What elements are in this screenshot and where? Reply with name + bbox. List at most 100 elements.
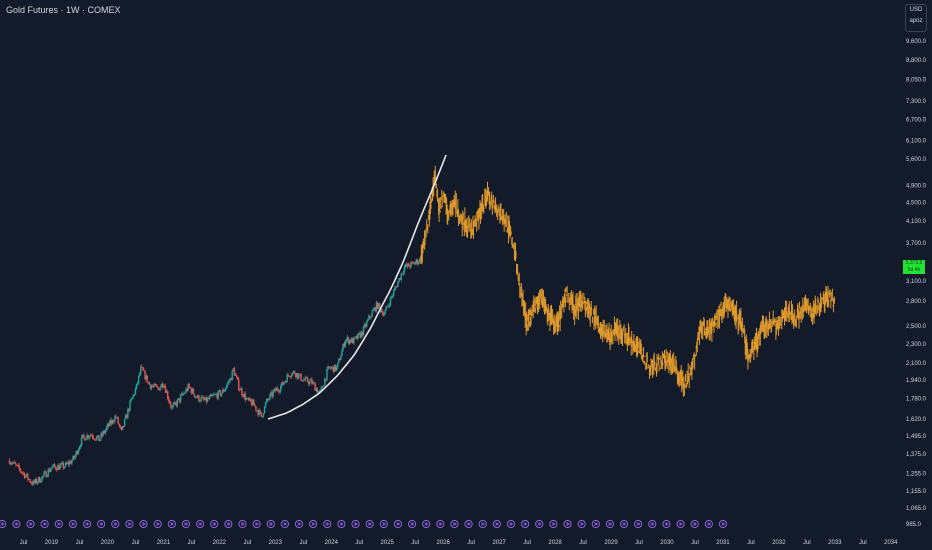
event-marker[interactable] [450, 519, 459, 529]
candle-body [263, 406, 266, 414]
event-marker[interactable] [68, 519, 77, 529]
candle [323, 385, 325, 387]
event-marker[interactable] [309, 519, 318, 529]
curve-line[interactable] [267, 154, 447, 420]
event-marker[interactable] [365, 519, 374, 529]
event-marker[interactable] [280, 519, 289, 529]
candle [240, 386, 242, 390]
candle-body [328, 366, 330, 368]
candle [263, 405, 266, 415]
scale-mode-label[interactable]: apoz [909, 18, 923, 24]
event-marker[interactable] [167, 519, 176, 529]
event-marker[interactable] [676, 519, 685, 529]
event-marker[interactable] [619, 519, 629, 529]
event-marker[interactable] [54, 519, 63, 529]
candle-body [292, 371, 295, 373]
candle-body [120, 427, 123, 430]
candle [370, 315, 372, 320]
event-marker[interactable] [181, 519, 190, 529]
event-marker[interactable] [492, 519, 501, 529]
parabolic-curve[interactable] [267, 154, 447, 420]
event-marker[interactable] [379, 519, 388, 529]
candle [405, 261, 408, 268]
candle-body [126, 415, 128, 418]
candle [366, 320, 368, 329]
event-marker[interactable] [690, 519, 699, 529]
candle [269, 393, 271, 401]
candle-body [278, 391, 281, 393]
x-tick-label: Jul [243, 540, 251, 546]
candle-body [229, 378, 231, 382]
event-marker[interactable] [535, 519, 544, 529]
event-marker[interactable] [464, 519, 473, 529]
event-marker[interactable] [26, 519, 35, 529]
time-axis[interactable]: Jul 2019 Jul 2020 Jul 2021 Jul 2022 Jul 2023 Jul 20… [20, 540, 898, 546]
x-tick-label: Jul [20, 540, 28, 546]
event-marker[interactable] [153, 519, 162, 529]
event-marker[interactable] [591, 519, 600, 529]
event-marker[interactable] [634, 519, 643, 529]
event-marker[interactable] [196, 519, 205, 529]
candle [225, 386, 227, 392]
candle-body [204, 397, 207, 400]
event-marker[interactable] [323, 519, 332, 529]
candle [397, 280, 399, 287]
candle [36, 480, 39, 486]
event-marker[interactable] [97, 519, 106, 529]
event-marker-glyph [650, 522, 655, 526]
candle-body [14, 461, 16, 464]
candle-body [133, 394, 136, 396]
candle [306, 376, 309, 383]
event-marker[interactable] [605, 519, 614, 529]
candle [153, 383, 155, 389]
candle-body [225, 387, 227, 390]
event-marker[interactable] [408, 519, 417, 529]
event-marker[interactable] [12, 519, 21, 529]
event-marker[interactable] [337, 519, 346, 529]
x-tick-label: Jul [859, 540, 867, 546]
event-marker[interactable] [125, 519, 134, 529]
y-tick-label: 1,065.0 [906, 506, 927, 512]
event-marker[interactable] [351, 519, 360, 529]
event-marker[interactable] [139, 519, 148, 529]
event-marker[interactable] [718, 519, 727, 529]
candle-body [127, 408, 129, 418]
candle-body [156, 385, 158, 387]
event-marker[interactable] [521, 519, 530, 529]
event-marker[interactable] [549, 519, 558, 529]
event-marker[interactable] [294, 519, 304, 529]
candle [176, 398, 179, 408]
event-marker[interactable] [82, 519, 92, 529]
event-marker[interactable] [704, 519, 713, 529]
event-marker[interactable] [506, 519, 516, 529]
event-marker[interactable] [393, 519, 402, 529]
event-marker[interactable] [422, 519, 431, 529]
currency-scale-box[interactable]: USD apoz [905, 4, 927, 32]
candle-body [104, 430, 106, 434]
candle [109, 418, 112, 426]
event-marker[interactable] [238, 519, 247, 529]
symbol-title[interactable]: Gold Futures · 1W · COMEX [6, 5, 121, 15]
event-marker[interactable] [577, 519, 586, 529]
event-marker[interactable] [662, 519, 671, 529]
event-marker[interactable] [436, 519, 445, 529]
event-marker[interactable] [0, 519, 7, 529]
event-marker[interactable] [266, 519, 275, 529]
price-axis[interactable]: 9,600.0 8,800.0 8,050.0 7,300.0 6,700.0 6,100… [906, 39, 927, 528]
candle-body [319, 389, 322, 391]
event-markers[interactable] [0, 519, 727, 529]
candle [207, 396, 210, 400]
event-marker[interactable] [648, 519, 657, 529]
event-marker[interactable] [111, 519, 120, 529]
currency-label[interactable]: USD [909, 7, 923, 13]
event-marker[interactable] [224, 519, 233, 529]
event-marker[interactable] [40, 519, 49, 529]
event-marker[interactable] [252, 519, 261, 529]
event-marker[interactable] [478, 519, 487, 529]
event-marker[interactable] [210, 519, 219, 529]
candle-body [175, 402, 178, 406]
event-marker[interactable] [563, 519, 572, 529]
candle [73, 455, 75, 461]
